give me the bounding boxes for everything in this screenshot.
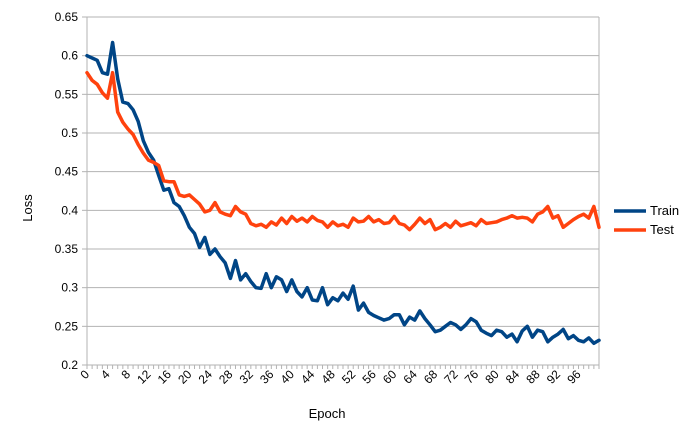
x-tick-label: 20 (175, 367, 195, 387)
x-tick-label: 24 (196, 367, 216, 387)
x-tick-label: 4 (98, 367, 113, 382)
x-tick-label: 0 (77, 367, 92, 382)
x-tick-label: 52 (339, 367, 359, 387)
y-tick-label: 0.25 (55, 319, 79, 333)
x-tick-label: 12 (134, 367, 154, 387)
x-tick-label: 80 (482, 367, 502, 387)
legend: Train Test (614, 203, 679, 237)
x-tick-label: 16 (155, 367, 175, 387)
y-tick-label: 0.45 (55, 165, 79, 179)
x-tick-label: 8 (118, 367, 133, 382)
x-tick-labels: 0 4 8 12 16 20 24 28 32 36 40 44 48 52 56 60 64 68 72 76 80 8… (77, 367, 583, 387)
y-tick-label: 0.4 (61, 203, 78, 217)
legend-label-test: Test (650, 222, 674, 237)
x-tick-label: 72 (441, 367, 461, 387)
x-tick-label: 64 (400, 367, 420, 387)
y-tick-label: 0.55 (55, 87, 79, 101)
gridlines (87, 16, 599, 366)
y-tick-label: 0.5 (61, 126, 78, 140)
x-tick-label: 28 (216, 367, 236, 387)
y-axis-title: Loss (20, 194, 35, 222)
axes (82, 16, 600, 369)
y-tick-label: 0.65 (55, 10, 79, 24)
x-tick-label: 48 (319, 367, 339, 387)
x-axis-title: Epoch (309, 406, 346, 421)
x-tick-label: 76 (462, 367, 482, 387)
x-tick-label: 32 (237, 367, 257, 387)
x-tick-label: 36 (257, 367, 277, 387)
x-tick-label: 84 (503, 367, 523, 387)
y-tick-label: 0.3 (61, 281, 78, 295)
x-tick-label: 40 (278, 367, 298, 387)
series-line-test (85, 70, 601, 232)
y-tick-label: 0.2 (61, 358, 78, 372)
series-lines (85, 40, 601, 346)
x-tick-label: 96 (564, 367, 584, 387)
x-tick-label: 92 (544, 367, 564, 387)
legend-label-train: Train (650, 203, 679, 218)
y-tick-labels: 0.2 0.25 0.3 0.35 0.4 0.45 0.5 0.55 0.6 0.65 (55, 10, 79, 372)
series-line-train (85, 40, 601, 346)
y-tick-label: 0.6 (61, 49, 78, 63)
x-tick-label: 60 (380, 367, 400, 387)
x-tick-label: 44 (298, 367, 318, 387)
x-tick-label: 56 (359, 367, 379, 387)
y-tick-label: 0.35 (55, 242, 79, 256)
x-tick-label: 68 (421, 367, 441, 387)
x-tick-label: 88 (523, 367, 543, 387)
